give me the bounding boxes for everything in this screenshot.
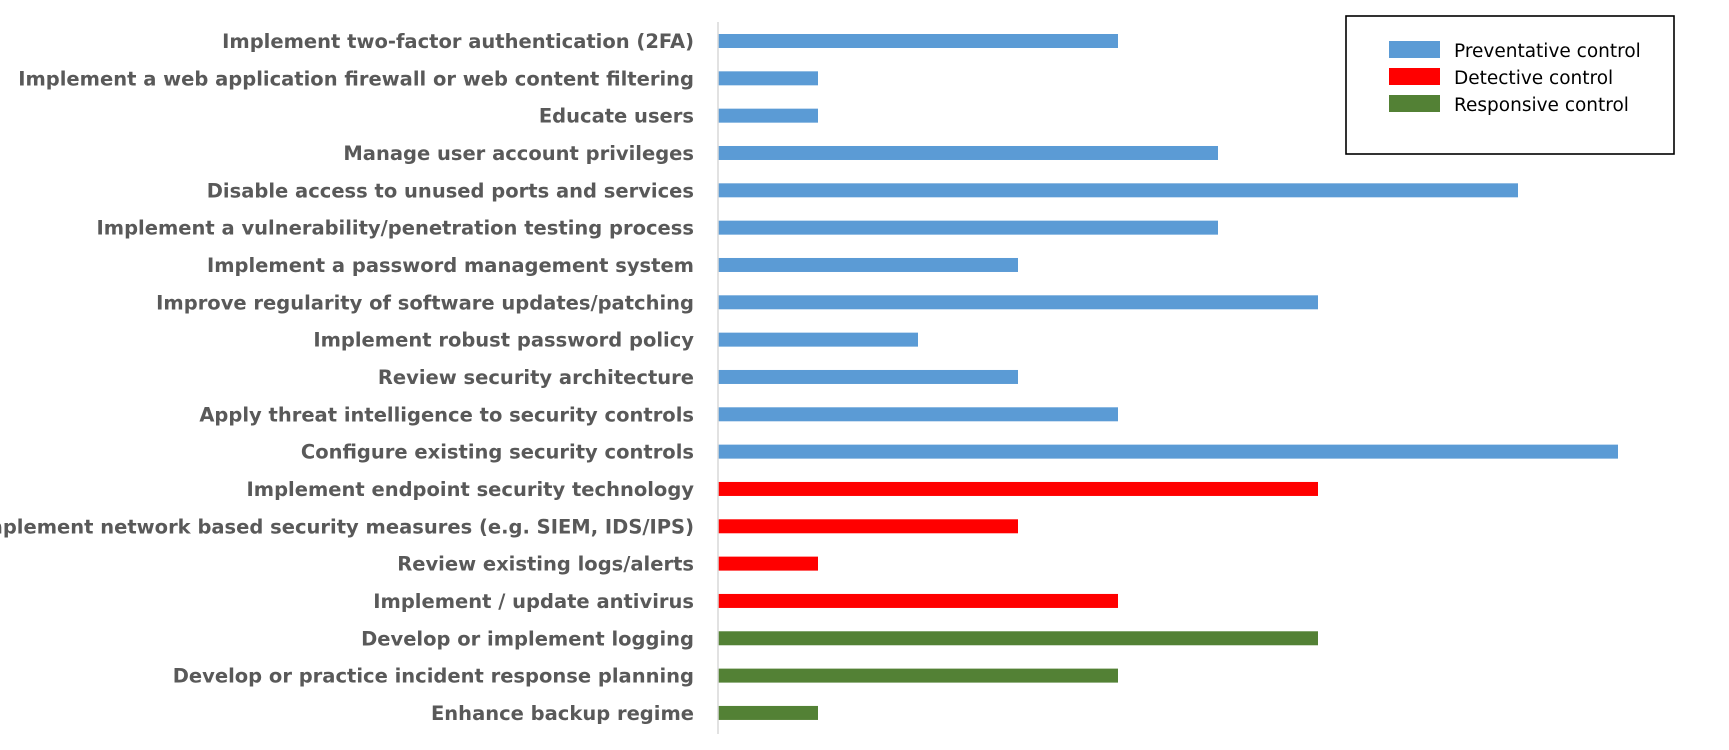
category-label: Implement a vulnerability/penetration te… [97,217,694,240]
legend-label: Responsive control [1454,95,1629,116]
bar [718,556,818,571]
category-label: Implement endpoint security technology [247,478,695,501]
category-label: Develop or practice incident response pl… [173,665,694,688]
bar [718,145,1218,160]
category-label: Implement a web application firewall or … [18,67,694,90]
category-label: Enhance backup regime [431,702,694,725]
legend-label: Preventative control [1454,41,1641,62]
legend: Preventative control Detective control Res… [1345,15,1675,155]
category-label: Implement robust password policy [313,329,694,352]
bar [718,183,1518,198]
category-label: Educate users [539,105,694,128]
category-label: Disable access to unused ports and servi… [207,179,694,202]
bar [718,369,1018,384]
bar [718,71,818,86]
category-label: Improve regularity of software updates/p… [156,291,694,314]
bar [718,481,1318,496]
bar [718,34,1118,48]
bar [718,220,1218,235]
legend-swatch [1389,68,1440,85]
bar [718,407,1118,422]
category-label: Manage user account privileges [343,142,694,165]
bar [718,705,818,720]
category-label: Implement network based security measure… [0,515,694,538]
bar [718,519,1018,534]
category-labels: Implement two-factor authentication (2FA… [0,30,694,725]
bar [718,108,818,123]
category-label: Implement two-factor authentication (2FA… [222,30,694,53]
bar [718,332,918,347]
category-label: Implement / update antivirus [373,590,694,613]
bar [718,257,1018,272]
bar [718,444,1618,459]
bar [718,593,1118,608]
legend-label: Detective control [1454,68,1613,89]
category-label: Implement a password management system [207,254,694,277]
legend-swatch [1389,95,1440,112]
bar [718,631,1318,646]
bar [718,668,1118,683]
bar-group [718,34,1618,720]
category-label: Develop or implement logging [361,627,694,650]
category-label: Apply threat intelligence to security co… [199,403,694,426]
legend-swatch [1389,41,1440,58]
category-label: Review existing logs/alerts [397,553,694,576]
category-label: Configure existing security controls [301,441,694,464]
bar [718,295,1318,310]
category-label: Review security architecture [378,366,694,389]
